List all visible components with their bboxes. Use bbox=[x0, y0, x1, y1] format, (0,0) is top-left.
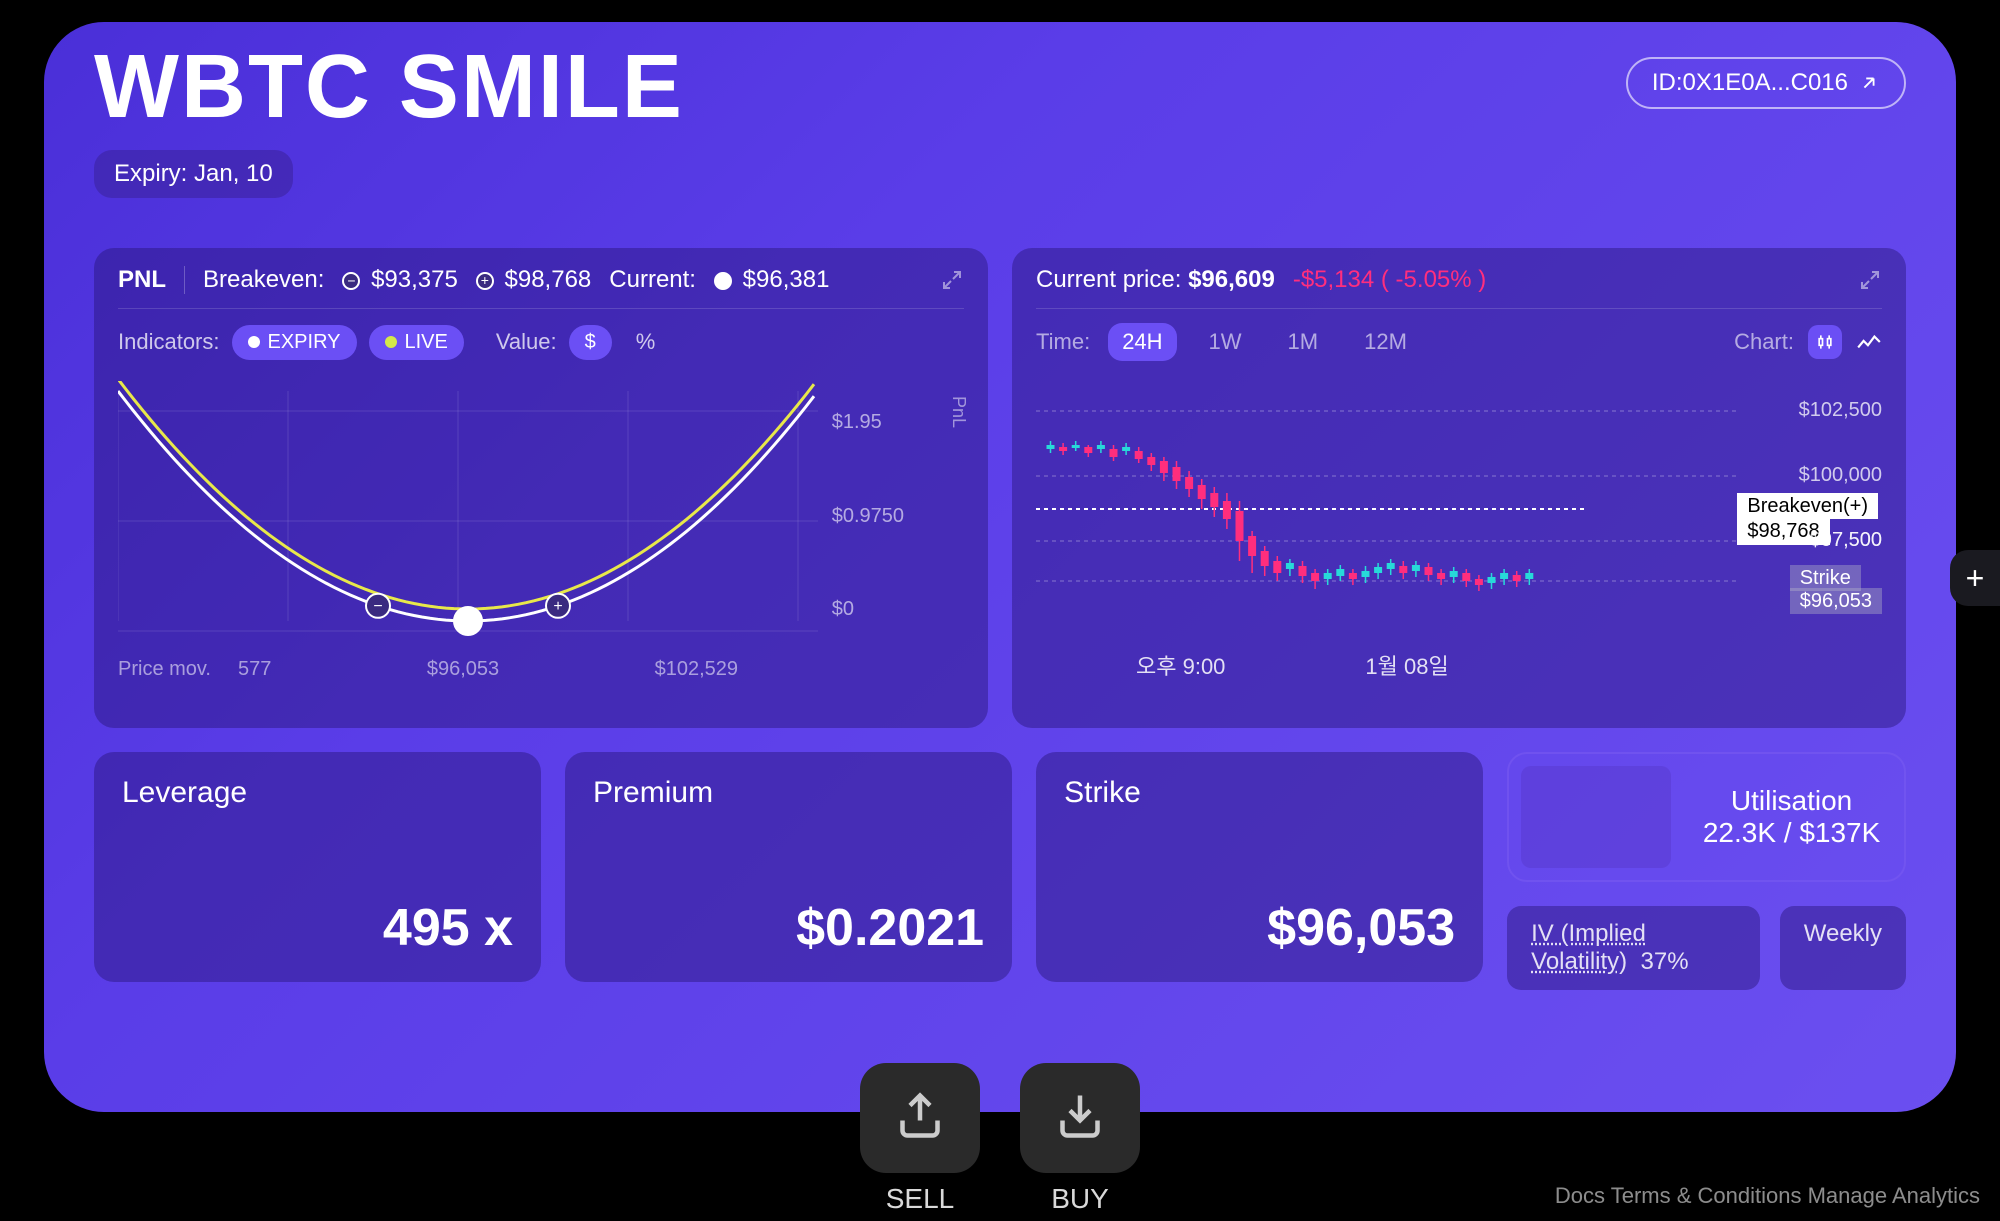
current-dot-icon bbox=[714, 272, 732, 290]
plus-floating-button[interactable]: + bbox=[1950, 550, 2000, 606]
right-column: Utilisation 22.3K / $137K IV (Implied Vo… bbox=[1507, 752, 1906, 990]
premium-value: $0.2021 bbox=[593, 898, 984, 958]
value-percent-toggle[interactable]: % bbox=[624, 323, 668, 361]
candle-x-labels: 오후 9:00 1월 08일 bbox=[1036, 649, 1882, 681]
id-text: ID:0X1E0A...C016 bbox=[1652, 69, 1848, 97]
time-24h[interactable]: 24H bbox=[1108, 323, 1176, 361]
time-1m[interactable]: 1M bbox=[1274, 323, 1333, 361]
pnl-axis-label: PnL bbox=[948, 396, 969, 428]
expiry-indicator-pill[interactable]: EXPIRY bbox=[232, 325, 357, 360]
line-chart-icon[interactable] bbox=[1856, 332, 1882, 352]
svg-text:+: + bbox=[553, 598, 562, 615]
sell-button[interactable] bbox=[860, 1063, 980, 1173]
download-icon bbox=[1050, 1088, 1110, 1148]
expiry-dot-icon bbox=[248, 336, 260, 348]
indicators-label: Indicators: bbox=[118, 329, 220, 355]
time-1w[interactable]: 1W bbox=[1195, 323, 1256, 361]
strike-value: $96,053 bbox=[1064, 898, 1455, 958]
utilisation-fill bbox=[1521, 766, 1671, 868]
strike-card: Strike $96,053 bbox=[1036, 752, 1483, 982]
strike-label: Strike bbox=[1064, 776, 1455, 810]
time-row: Time: 24H 1W 1M 12M Chart: bbox=[1036, 323, 1882, 361]
chart-type-group: Chart: bbox=[1734, 325, 1882, 359]
price-panel: Current price: $96,609 -$5,134 ( -5.05% … bbox=[1012, 248, 1906, 728]
sell-col: SELL bbox=[860, 1063, 980, 1215]
value-dollar-toggle[interactable]: $ bbox=[569, 325, 612, 360]
current-price-value: $96,609 bbox=[1188, 266, 1275, 293]
breakeven-label: Breakeven: bbox=[203, 266, 324, 294]
utilisation-card: Utilisation 22.3K / $137K bbox=[1507, 752, 1906, 882]
expand-icon[interactable] bbox=[1858, 268, 1882, 292]
header-row: WBTC SMILE Expiry: Jan, 10 ID:0X1E0A...C… bbox=[94, 42, 1906, 198]
breakeven-low: $93,375 bbox=[371, 266, 458, 293]
price-change: -$5,134 ( -5.05% ) bbox=[1293, 266, 1486, 294]
page-title: WBTC SMILE bbox=[94, 42, 684, 132]
id-badge[interactable]: ID:0X1E0A...C016 bbox=[1626, 57, 1906, 109]
buy-label: BUY bbox=[1051, 1183, 1109, 1215]
time-label: Time: bbox=[1036, 329, 1090, 355]
plus-icon bbox=[476, 272, 494, 290]
candlestick-chart-icon[interactable] bbox=[1808, 325, 1842, 359]
pnl-chart[interactable]: −+ PnL $1.95 $0.9750 $0 Price mov. 577 $… bbox=[118, 381, 964, 681]
pnl-x-labels: 577 $96,053 $102,529 bbox=[118, 658, 798, 681]
bottom-row: Leverage 495 x Premium $0.2021 Strike $9… bbox=[94, 752, 1906, 990]
footer-links[interactable]: Docs Terms & Conditions Manage Analytics bbox=[1555, 1183, 1980, 1209]
candle-chart-svg bbox=[1036, 381, 1856, 641]
upload-icon bbox=[890, 1088, 950, 1148]
current-value: $96,381 bbox=[743, 266, 830, 293]
utilisation-text: Utilisation 22.3K / $137K bbox=[1691, 785, 1892, 849]
price-header: Current price: $96,609 -$5,134 ( -5.05% … bbox=[1036, 266, 1882, 309]
leverage-label: Leverage bbox=[122, 776, 513, 810]
live-dot-icon bbox=[385, 336, 397, 348]
current-label: Current: bbox=[609, 266, 696, 294]
svg-text:−: − bbox=[373, 598, 382, 615]
period-tag[interactable]: Weekly bbox=[1780, 906, 1906, 990]
pnl-y-labels: $1.95 $0.9750 $0 bbox=[832, 411, 904, 621]
external-link-icon bbox=[1858, 72, 1880, 94]
sell-label: SELL bbox=[886, 1183, 955, 1215]
pnl-chart-svg: −+ bbox=[118, 381, 818, 641]
current-price-label: Current price: bbox=[1036, 266, 1181, 293]
premium-label: Premium bbox=[593, 776, 984, 810]
panels-row: PNL Breakeven: $93,375 $98,768 Current: … bbox=[94, 248, 1906, 728]
time-12m[interactable]: 12M bbox=[1350, 323, 1421, 361]
pnl-panel: PNL Breakeven: $93,375 $98,768 Current: … bbox=[94, 248, 988, 728]
value-label: Value: bbox=[496, 329, 557, 355]
leverage-card: Leverage 495 x bbox=[94, 752, 541, 982]
expiry-pill: Expiry: Jan, 10 bbox=[94, 150, 293, 198]
breakeven-high: $98,768 bbox=[505, 266, 592, 293]
buy-button[interactable] bbox=[1020, 1063, 1140, 1173]
main-card: WBTC SMILE Expiry: Jan, 10 ID:0X1E0A...C… bbox=[44, 22, 1956, 1112]
candle-chart[interactable]: $102,500$100,000$97,500Breakeven(+)$98,7… bbox=[1036, 381, 1882, 681]
tag-row: IV (Implied Volatility) 37% Weekly bbox=[1507, 906, 1906, 990]
chart-label: Chart: bbox=[1734, 329, 1794, 355]
premium-card: Premium $0.2021 bbox=[565, 752, 1012, 982]
expand-icon[interactable] bbox=[940, 268, 964, 292]
leverage-value: 495 x bbox=[122, 898, 513, 958]
action-row: SELL BUY bbox=[860, 1063, 1140, 1215]
pnl-label: PNL bbox=[118, 266, 166, 294]
minus-icon bbox=[342, 272, 360, 290]
buy-col: BUY bbox=[1020, 1063, 1140, 1215]
iv-tag[interactable]: IV (Implied Volatility) 37% bbox=[1507, 906, 1760, 990]
divider bbox=[184, 266, 185, 294]
pnl-header: PNL Breakeven: $93,375 $98,768 Current: … bbox=[118, 266, 964, 309]
live-indicator-pill[interactable]: LIVE bbox=[369, 325, 464, 360]
indicators-row: Indicators: EXPIRY LIVE Value: $ % bbox=[118, 323, 964, 361]
